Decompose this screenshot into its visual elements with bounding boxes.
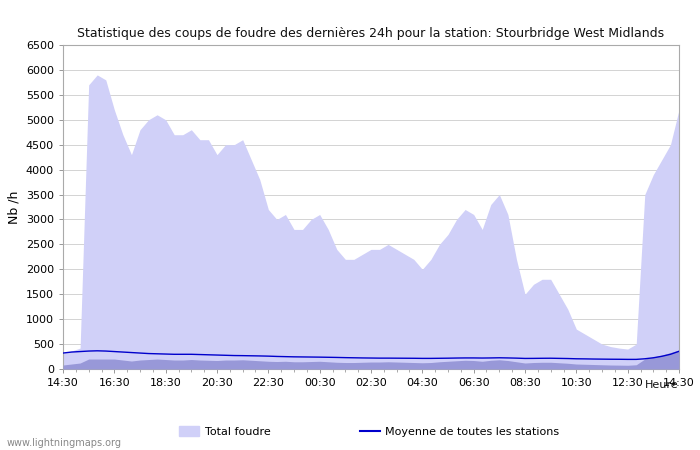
Text: www.lightningmaps.org: www.lightningmaps.org — [7, 438, 122, 448]
Title: Statistique des coups de foudre des dernières 24h pour la station: Stourbridge W: Statistique des coups de foudre des dern… — [78, 27, 664, 40]
Y-axis label: Nb /h: Nb /h — [7, 190, 20, 224]
Text: Heure: Heure — [645, 380, 679, 390]
